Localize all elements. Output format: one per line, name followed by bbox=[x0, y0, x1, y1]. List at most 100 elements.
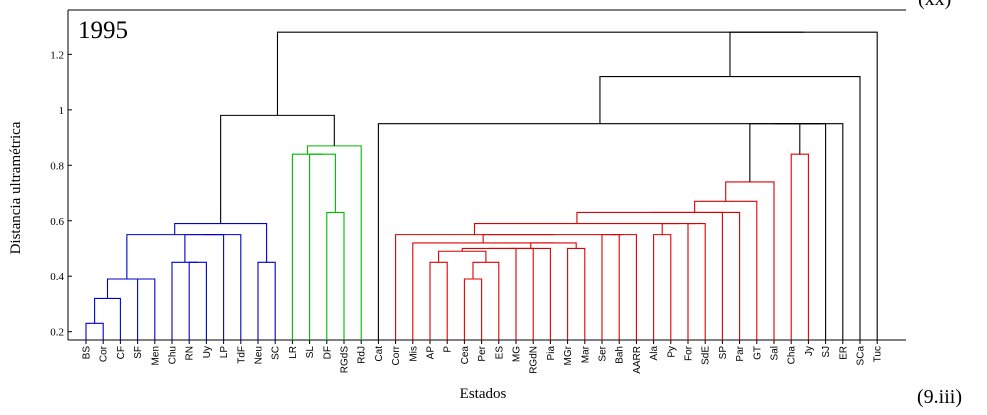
chart-title: 1995 bbox=[78, 17, 128, 44]
dendrogram-link bbox=[749, 123, 801, 182]
leaf-label: MGr bbox=[563, 345, 574, 365]
y-tick-label: 0.6 bbox=[50, 216, 64, 228]
leaf-label: SP bbox=[718, 346, 729, 360]
dendrogram-link bbox=[85, 322, 104, 340]
dendrogram-link bbox=[472, 261, 500, 340]
dendrogram-link bbox=[188, 261, 207, 340]
leaf-label: Men bbox=[150, 346, 161, 365]
dendrogram-link bbox=[106, 278, 147, 299]
leaf-label: DF bbox=[322, 346, 333, 359]
leaf-label: RdJ bbox=[357, 346, 368, 364]
leaf-label: Pia bbox=[546, 346, 557, 361]
y-axis-label: Distancia ultramétrica bbox=[8, 121, 24, 254]
dendrogram-link bbox=[725, 181, 775, 340]
leaf-label: RN bbox=[185, 346, 196, 360]
dendrogram-link bbox=[377, 123, 822, 340]
y-tick-label: 1.2 bbox=[50, 49, 64, 61]
dendrogram-links bbox=[85, 31, 878, 340]
leaf-label: Mis bbox=[408, 346, 419, 362]
dendrogram-link bbox=[694, 200, 758, 340]
dendrogram-link bbox=[126, 234, 223, 279]
dendrogram-link bbox=[137, 278, 156, 340]
leaf-label: SC bbox=[271, 346, 282, 360]
dendrogram-link bbox=[599, 76, 861, 340]
y-tick-label: 0.2 bbox=[50, 327, 64, 339]
panel-label: (9.iii) bbox=[917, 386, 962, 408]
leaf-label: AARR bbox=[632, 346, 643, 374]
dendrogram-link bbox=[412, 242, 554, 340]
dendrogram-link bbox=[687, 222, 706, 340]
dendrogram-link bbox=[473, 222, 680, 235]
y-tick-label: 1 bbox=[59, 105, 65, 117]
corner-fragment: (xx) bbox=[918, 0, 951, 10]
dendrogram-link bbox=[790, 153, 809, 340]
leaf-label: ES bbox=[494, 346, 505, 360]
leaf-label: Chu bbox=[168, 346, 179, 364]
leaf-label: Py bbox=[666, 346, 677, 358]
dendrogram-link bbox=[800, 123, 844, 340]
dendrogram-link bbox=[661, 222, 697, 235]
leaf-label: GT bbox=[752, 346, 763, 360]
leaf-label: For bbox=[684, 345, 695, 361]
plot-frame bbox=[67, 9, 906, 341]
leaf-label: MG bbox=[512, 346, 523, 362]
leaf-label: RGdN bbox=[529, 346, 540, 374]
leaf-label: Par bbox=[735, 345, 746, 361]
leaf-label: Bah bbox=[615, 346, 626, 364]
leaf-label: RGdS bbox=[340, 346, 351, 374]
leaf-label: LP bbox=[219, 346, 230, 359]
dendrogram-link bbox=[306, 145, 362, 340]
leaf-label: Jy bbox=[804, 346, 815, 356]
dendrogram-link bbox=[463, 278, 483, 340]
dendrogram-link bbox=[653, 234, 672, 340]
dendrogram-link bbox=[171, 261, 198, 340]
leaf-label: LR bbox=[288, 346, 299, 359]
leaf-label: SF bbox=[133, 346, 144, 359]
leaf-label: SdE bbox=[701, 346, 712, 365]
dendrogram-link bbox=[530, 242, 577, 249]
dendrogram-link bbox=[774, 123, 827, 340]
leaf-label: Ser bbox=[598, 345, 609, 361]
dendrogram-link bbox=[429, 261, 448, 340]
leaf-label: Per bbox=[477, 345, 488, 361]
dendrogram-link bbox=[174, 222, 268, 263]
leaf-labels: BS Cor CF SF Men Chu RN Uy LP TdF Neu SC LR SL DF RGdS R… bbox=[82, 340, 884, 374]
dendrogram-link bbox=[257, 261, 276, 340]
dendrogram-link bbox=[438, 250, 487, 263]
leaf-label: Mar bbox=[580, 345, 591, 363]
dendrogram-link bbox=[610, 234, 637, 340]
dendrogram-link bbox=[567, 247, 586, 340]
leaf-label: SJ bbox=[821, 346, 832, 358]
leaf-label: CF bbox=[116, 346, 127, 359]
leaf-label: TdF bbox=[236, 346, 247, 364]
dendrogram-link bbox=[291, 153, 323, 340]
leaf-label: Ala bbox=[649, 346, 660, 361]
dendrogram-link bbox=[649, 211, 741, 340]
x-axis-label: Estados bbox=[460, 386, 507, 402]
leaf-label: Neu bbox=[254, 346, 265, 364]
leaf-label: SL bbox=[305, 346, 316, 359]
leaf-label: Tuc bbox=[873, 346, 884, 362]
leaf-label: Sal bbox=[770, 346, 781, 360]
leaf-label: Corr bbox=[391, 345, 402, 365]
leaf-label: SCa bbox=[856, 346, 867, 366]
dendrogram-link bbox=[204, 234, 242, 340]
dendrogram-link bbox=[395, 234, 554, 340]
leaf-label: P bbox=[443, 346, 454, 353]
dendrogram-link bbox=[94, 297, 121, 340]
dendrogram-link bbox=[576, 211, 723, 340]
dendrogram-link bbox=[729, 31, 878, 340]
y-axis-ticks: 0.2 0.4 0.6 0.8 1 1.2 bbox=[50, 49, 72, 339]
leaf-label: Cea bbox=[460, 346, 471, 365]
y-tick-label: 0.8 bbox=[50, 160, 64, 172]
leaf-label: AP bbox=[426, 346, 437, 360]
dendrogram-link bbox=[309, 153, 336, 340]
dendrogram-link bbox=[326, 211, 345, 340]
dendrogram-link bbox=[511, 247, 551, 340]
dendrogram-link bbox=[276, 31, 804, 116]
leaf-label: Cat bbox=[374, 346, 385, 362]
leaf-label: ER bbox=[838, 346, 849, 360]
leaf-label: Cor bbox=[99, 345, 110, 362]
dendrogram-link bbox=[601, 234, 620, 340]
